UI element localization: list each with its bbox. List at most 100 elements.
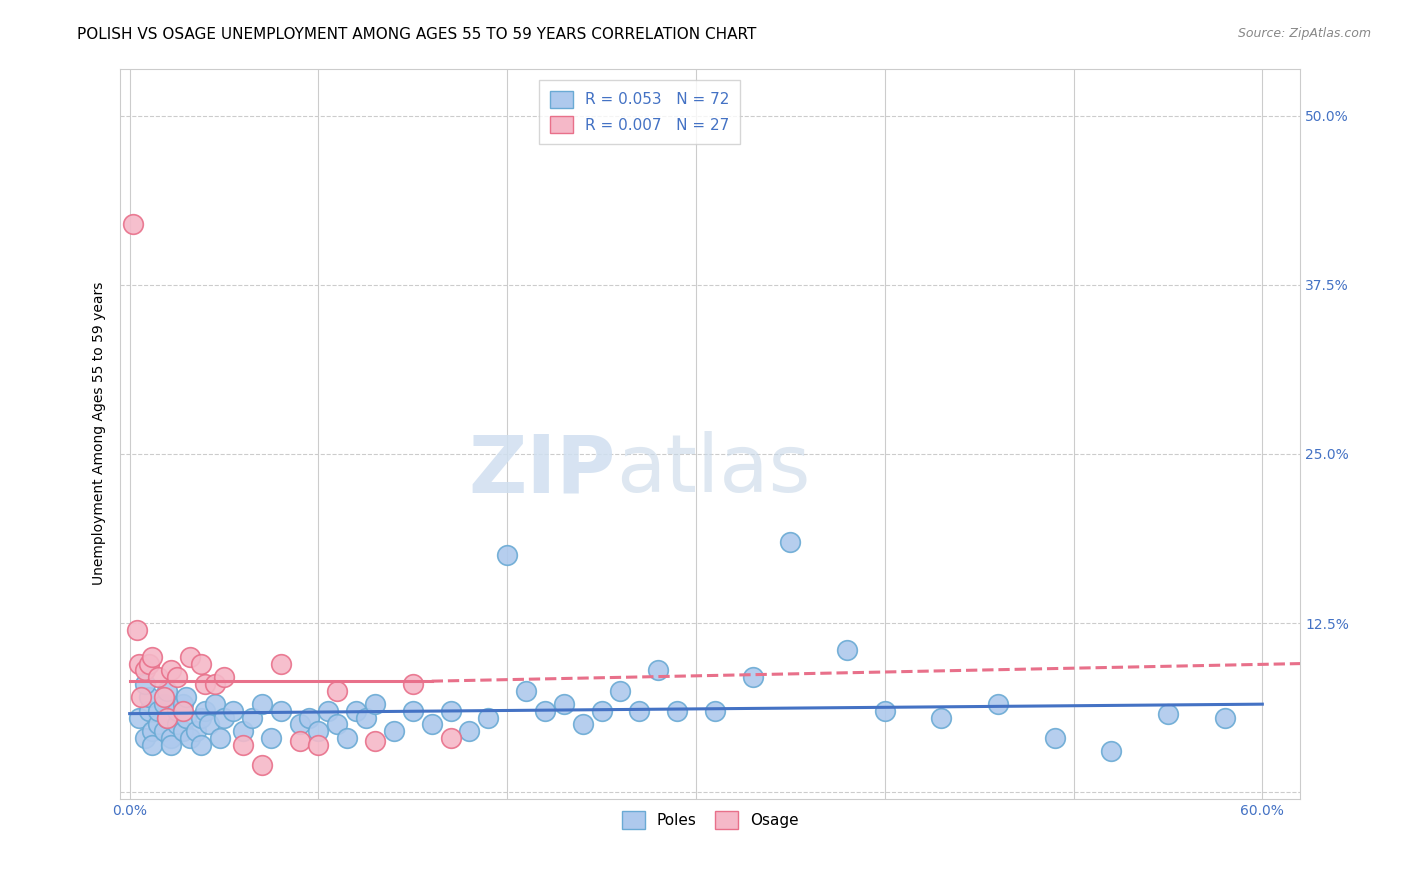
Point xyxy=(184,724,207,739)
Point xyxy=(134,677,156,691)
Point xyxy=(477,711,499,725)
Point xyxy=(364,733,387,747)
Point xyxy=(260,731,283,745)
Point xyxy=(212,711,235,725)
Point xyxy=(326,683,349,698)
Point xyxy=(873,704,896,718)
Point xyxy=(141,649,163,664)
Point xyxy=(779,534,801,549)
Point xyxy=(152,697,174,711)
Point xyxy=(703,704,725,718)
Point xyxy=(931,711,953,725)
Point xyxy=(1213,711,1236,725)
Point xyxy=(288,733,311,747)
Point xyxy=(647,664,669,678)
Point xyxy=(194,704,217,718)
Point xyxy=(232,724,254,739)
Point xyxy=(179,649,201,664)
Point xyxy=(212,670,235,684)
Point xyxy=(402,677,425,691)
Point xyxy=(156,711,179,725)
Point xyxy=(138,657,160,671)
Point xyxy=(127,623,149,637)
Point xyxy=(250,697,273,711)
Point xyxy=(174,690,197,705)
Point xyxy=(1043,731,1066,745)
Point xyxy=(307,724,329,739)
Point xyxy=(204,697,226,711)
Point xyxy=(250,758,273,772)
Point xyxy=(190,738,212,752)
Y-axis label: Unemployment Among Ages 55 to 59 years: Unemployment Among Ages 55 to 59 years xyxy=(93,282,107,585)
Point xyxy=(160,664,183,678)
Point xyxy=(152,724,174,739)
Point xyxy=(270,704,292,718)
Point xyxy=(439,704,461,718)
Point xyxy=(194,677,217,691)
Point xyxy=(553,697,575,711)
Point xyxy=(134,731,156,745)
Point xyxy=(128,711,150,725)
Point xyxy=(156,711,179,725)
Point xyxy=(166,704,188,718)
Point xyxy=(364,697,387,711)
Point xyxy=(138,690,160,705)
Point xyxy=(129,690,152,705)
Point xyxy=(222,704,245,718)
Point xyxy=(741,670,763,684)
Point xyxy=(496,549,519,563)
Point xyxy=(609,683,631,698)
Point xyxy=(122,217,145,231)
Point xyxy=(288,717,311,731)
Point xyxy=(190,711,212,725)
Point xyxy=(240,711,263,725)
Point xyxy=(354,711,377,725)
Point xyxy=(198,717,221,731)
Point xyxy=(987,697,1010,711)
Point xyxy=(344,704,367,718)
Point xyxy=(138,704,160,718)
Point xyxy=(571,717,593,731)
Point xyxy=(628,704,651,718)
Point xyxy=(172,704,194,718)
Point xyxy=(298,711,321,725)
Point xyxy=(402,704,425,718)
Text: ZIP: ZIP xyxy=(468,431,616,509)
Point xyxy=(307,738,329,752)
Point xyxy=(174,711,197,725)
Point xyxy=(458,724,481,739)
Point xyxy=(232,738,254,752)
Point xyxy=(204,677,226,691)
Point xyxy=(270,657,292,671)
Point xyxy=(179,731,201,745)
Point xyxy=(666,704,689,718)
Legend: Poles, Osage: Poles, Osage xyxy=(616,805,804,835)
Point xyxy=(141,724,163,739)
Point xyxy=(591,704,613,718)
Point xyxy=(190,657,212,671)
Point xyxy=(146,717,169,731)
Point xyxy=(420,717,443,731)
Point xyxy=(172,697,194,711)
Point xyxy=(146,670,169,684)
Point xyxy=(336,731,359,745)
Point xyxy=(835,643,858,657)
Text: Source: ZipAtlas.com: Source: ZipAtlas.com xyxy=(1237,27,1371,40)
Point xyxy=(515,683,537,698)
Text: POLISH VS OSAGE UNEMPLOYMENT AMONG AGES 55 TO 59 YEARS CORRELATION CHART: POLISH VS OSAGE UNEMPLOYMENT AMONG AGES … xyxy=(77,27,756,42)
Point xyxy=(439,731,461,745)
Point xyxy=(326,717,349,731)
Point xyxy=(141,738,163,752)
Point xyxy=(209,731,232,745)
Point xyxy=(160,731,183,745)
Point xyxy=(134,664,156,678)
Point xyxy=(172,724,194,739)
Point xyxy=(146,704,169,718)
Point xyxy=(1099,744,1122,758)
Point xyxy=(128,657,150,671)
Point xyxy=(534,704,557,718)
Point xyxy=(160,738,183,752)
Point xyxy=(1157,706,1180,721)
Point xyxy=(166,670,188,684)
Point xyxy=(382,724,405,739)
